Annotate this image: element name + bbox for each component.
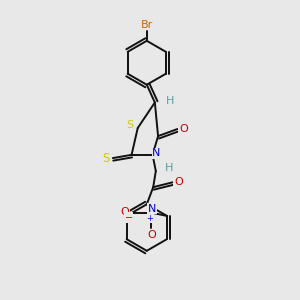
Text: S: S — [126, 120, 133, 130]
Text: S: S — [102, 152, 110, 165]
Text: H: H — [166, 96, 175, 106]
Text: N: N — [152, 148, 160, 158]
Text: Br: Br — [141, 20, 153, 30]
Text: O: O — [147, 230, 156, 240]
Text: −: − — [125, 213, 133, 223]
Text: O: O — [121, 207, 129, 217]
Text: O: O — [179, 124, 188, 134]
Text: O: O — [174, 177, 183, 187]
Text: H: H — [165, 164, 173, 173]
Text: +: + — [146, 214, 153, 223]
Text: N: N — [148, 204, 156, 214]
